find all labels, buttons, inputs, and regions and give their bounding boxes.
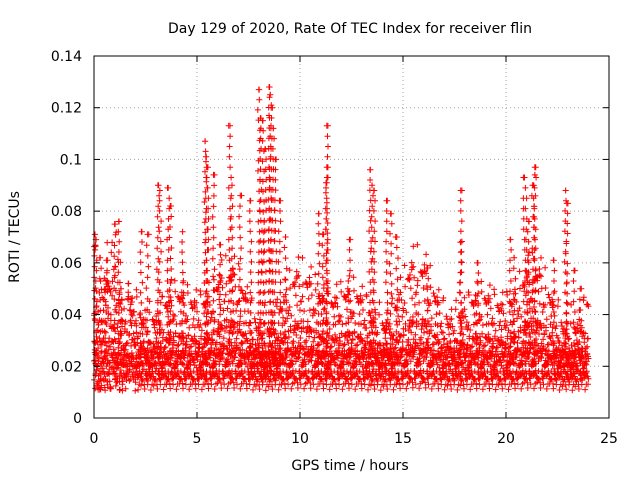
- x-tick-label: 10: [291, 431, 309, 447]
- grid: [94, 56, 609, 418]
- chart-title: Day 129 of 2020, Rate Of TEC Index for r…: [168, 21, 532, 37]
- axis-ticks: 0 5 10 15 20 25 0 0.02 0.04 0.06 0.08 0.1 0.12 0.14: [51, 49, 618, 447]
- y-tick-label: 0.1: [60, 152, 82, 168]
- y-tick-label: 0.06: [51, 256, 82, 272]
- y-tick-label: 0.02: [51, 359, 82, 375]
- x-tick-label: 5: [193, 431, 202, 447]
- plot-frame: [93, 55, 610, 419]
- x-tick-label: 20: [497, 431, 515, 447]
- y-axis-label: ROTI / TECUs: [7, 191, 23, 283]
- y-tick-label: 0.04: [51, 308, 82, 324]
- y-tick-label: 0.12: [51, 101, 82, 117]
- data-markers: [91, 84, 592, 394]
- y-tick-label: 0: [73, 411, 82, 427]
- scatter-points: [91, 84, 592, 394]
- x-tick-label: 15: [394, 431, 412, 447]
- y-tick-label: 0.08: [51, 204, 82, 220]
- x-axis-label: GPS time / hours: [291, 458, 408, 474]
- x-tick-label: 0: [90, 431, 99, 447]
- x-tick-label: 25: [600, 431, 618, 447]
- y-tick-label: 0.14: [51, 49, 82, 65]
